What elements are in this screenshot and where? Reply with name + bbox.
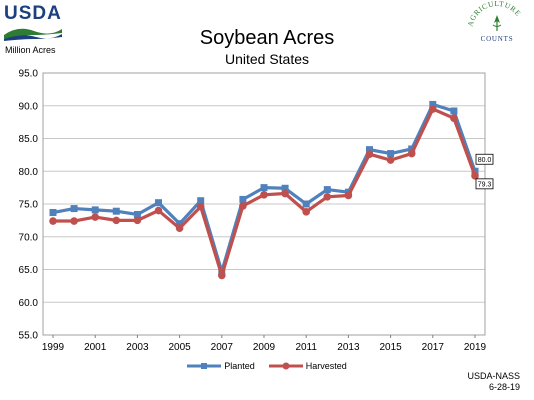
data-point-harvested: [260, 191, 268, 199]
agriculture-counts-seal: AGRICULTURE COUNTS: [464, 0, 530, 47]
data-point-planted: [323, 186, 331, 194]
y-tick-label: 65.0: [19, 265, 39, 276]
data-point-harvested: [218, 271, 226, 280]
x-tick-label: 1999: [42, 342, 65, 353]
legend-marker-harvested: [268, 362, 303, 370]
legend-label-harvested: Harvested: [305, 361, 347, 371]
y-tick-label: 95.0: [19, 69, 39, 80]
data-point-harvested: [281, 189, 289, 198]
seal-icon: AGRICULTURE COUNTS: [465, 0, 522, 43]
data-point-planted: [302, 200, 310, 208]
data-label: 79.3: [478, 182, 492, 189]
data-point-planted: [429, 100, 437, 108]
y-tick-label: 90.0: [19, 101, 39, 112]
data-point-harvested: [407, 149, 416, 158]
data-point-planted: [239, 195, 247, 203]
y-tick-label: 80.0: [19, 167, 39, 178]
source-note: USDA-NASS 6-28-19: [467, 371, 520, 393]
y-tick-label: 60.0: [19, 298, 39, 309]
data-point-planted: [387, 150, 395, 158]
usda-logo-hills-icon: [4, 28, 62, 41]
data-point-planted: [450, 107, 458, 115]
data-point-planted: [366, 146, 373, 154]
y-tick-label: 85.0: [19, 134, 39, 145]
data-point-harvested: [91, 213, 99, 221]
data-point-planted: [281, 184, 289, 192]
data-point-harvested: [429, 105, 437, 113]
x-tick-label: 2017: [422, 342, 445, 353]
x-tick-label: 2009: [253, 342, 276, 353]
data-point-planted: [91, 206, 99, 214]
chart-title: Soybean Acres: [199, 27, 335, 49]
data-point-harvested: [450, 114, 458, 122]
data-point-planted: [133, 210, 141, 218]
x-tick-label: 2019: [464, 342, 487, 353]
data-point-harvested: [175, 224, 184, 233]
y-tick-label: 75.0: [19, 200, 39, 211]
data-label: 80.0: [478, 157, 492, 164]
data-point-planted: [176, 220, 184, 228]
source-text: USDA-NASS: [467, 371, 520, 381]
data-point-harvested: [344, 191, 353, 200]
data-point-planted: [49, 209, 57, 217]
x-tick-label: 2005: [168, 342, 191, 353]
legend-item-planted: Planted: [187, 361, 255, 371]
legend-marker-planted: [187, 363, 222, 369]
data-label-box: [475, 178, 494, 190]
legend-label-planted: Planted: [224, 361, 255, 371]
x-tick-label: 2013: [337, 342, 360, 353]
chart-subtitle: United States: [224, 51, 310, 67]
x-tick-label: 2001: [84, 342, 107, 353]
data-point-harvested: [386, 156, 395, 164]
data-point-harvested: [154, 206, 163, 215]
data-point-harvested: [112, 216, 121, 225]
usda-logo: USDA: [4, 3, 62, 43]
y-axis-label: Million Acres: [5, 45, 56, 55]
data-point-planted: [408, 145, 416, 153]
data-point-harvested: [471, 172, 479, 180]
x-tick-label: 2011: [295, 342, 317, 353]
y-tick-label: 55.0: [19, 331, 39, 342]
data-point-harvested: [70, 217, 78, 225]
data-point-harvested: [196, 202, 205, 211]
data-point-planted: [197, 197, 205, 205]
data-point-harvested: [323, 192, 332, 201]
data-point-harvested: [365, 150, 374, 159]
legend: Planted Harvested: [0, 361, 534, 371]
source-date: 6-28-19: [488, 382, 520, 392]
data-point-harvested: [239, 202, 247, 210]
y-tick-label: 70.0: [19, 232, 39, 243]
data-point-planted: [260, 184, 268, 192]
usda-logo-text: USDA: [4, 3, 62, 24]
data-point-harvested: [49, 217, 57, 225]
data-point-planted: [112, 207, 120, 215]
data-point-planted: [70, 205, 78, 213]
svg-text:COUNTS: COUNTS: [481, 35, 514, 43]
data-point-harvested: [302, 208, 311, 216]
x-tick-label: 2015: [379, 342, 402, 353]
data-point-planted: [155, 199, 162, 207]
x-tick-label: 2007: [211, 342, 234, 353]
data-label-box: [475, 153, 494, 165]
data-point-harvested: [133, 216, 142, 225]
x-tick-label: 2003: [126, 342, 149, 353]
legend-item-harvested: Harvested: [268, 361, 347, 371]
